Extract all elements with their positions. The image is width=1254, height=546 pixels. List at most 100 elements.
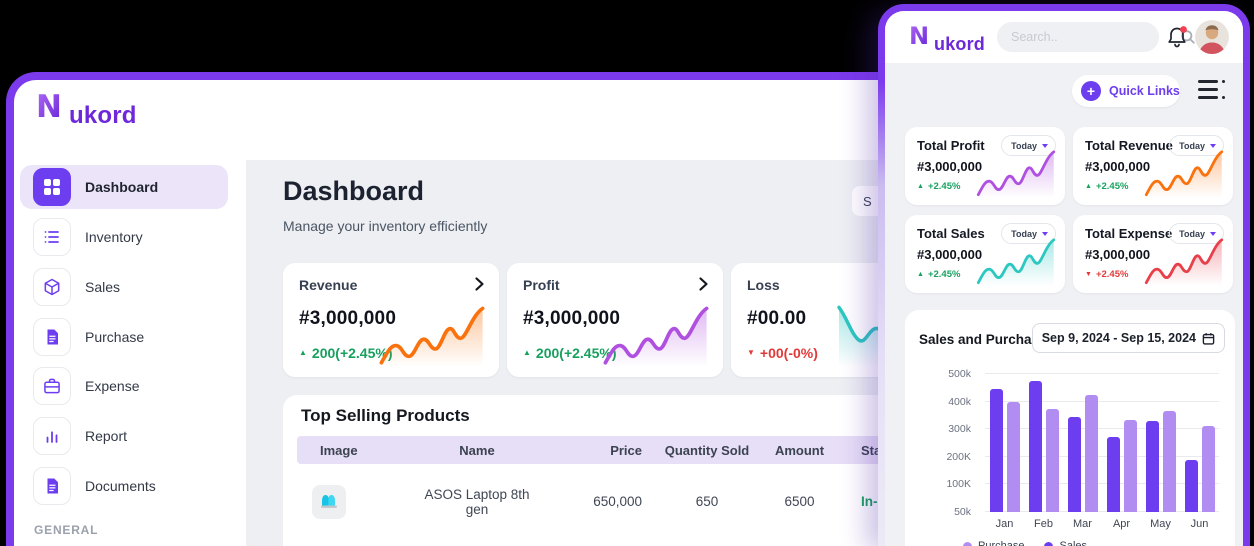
total-profit-card[interactable]: Total Profit Today #3,000,000 ▲ +2.45% (905, 127, 1065, 205)
card-delta: ▼ +00(-0%) (747, 345, 818, 361)
chevron-right-icon[interactable] (698, 276, 709, 297)
x-tick-label: May (1150, 518, 1171, 530)
period-dropdown[interactable]: Today (1001, 135, 1056, 156)
sidebar-item-label: Expense (85, 378, 140, 394)
user-avatar[interactable] (1195, 20, 1229, 54)
product-price: 650,000 (593, 494, 642, 509)
bar-purchase-mar[interactable] (1084, 394, 1098, 512)
total-revenue-card[interactable]: Total Revenue Today #3,000,000 ▲ +2.45% (1073, 127, 1233, 205)
triangle-up-icon: ▲ (917, 183, 924, 190)
notification-bell-icon[interactable] (1165, 25, 1189, 51)
card-value: #3,000,000 (917, 159, 983, 174)
sparkline (377, 301, 487, 367)
product-amount: 6500 (784, 494, 815, 509)
legend-label: Purchase (978, 540, 1025, 546)
x-tick-label: Feb (1034, 518, 1053, 530)
bar-sales-feb[interactable] (1028, 380, 1042, 512)
document-icon (33, 467, 71, 505)
menu-icon[interactable] (1198, 79, 1225, 101)
card-value: #3,000,000 (1085, 159, 1151, 174)
revenue-card[interactable]: Revenue #3,000,000 ▲ 200(+2.45%) (283, 263, 499, 377)
sidebar-item-report[interactable]: Report (20, 414, 228, 458)
bar-sales-jan[interactable] (989, 389, 1003, 512)
date-range-picker[interactable]: Sep 9, 2024 - Sep 15, 2024 (1031, 323, 1225, 353)
chart-legend: Purchase Sales (963, 540, 1087, 546)
bar-sales-apr[interactable] (1106, 437, 1120, 512)
column-name: Name (459, 442, 495, 458)
bar-purchase-apr[interactable] (1123, 419, 1137, 512)
nukord-logo: N ukord (909, 22, 985, 55)
page-title: Dashboard (283, 176, 425, 206)
bar-purchase-jun[interactable] (1201, 426, 1215, 512)
sidebar-item-documents[interactable]: Documents (20, 464, 228, 508)
bar-group: Feb (1024, 374, 1063, 530)
quick-links-button[interactable]: + Quick Links (1072, 75, 1180, 107)
sparkline (975, 234, 1057, 286)
bar-purchase-feb[interactable] (1045, 408, 1059, 512)
delta-text: 200(+2.45%) (535, 345, 617, 361)
sparkline (975, 146, 1057, 198)
period-label: Today (1179, 228, 1205, 239)
bar-purchase-may[interactable] (1162, 411, 1176, 512)
search-input[interactable] (997, 30, 1180, 44)
legend-dot (963, 541, 972, 546)
sidebar-item-label: Sales (85, 279, 121, 295)
card-value: #3,000,000 (917, 247, 983, 262)
card-delta: ▲ +2.45% (917, 181, 960, 192)
product-name: ASOS Laptop 8th gen (424, 486, 530, 517)
sidebar-section-general: GENERAL (34, 523, 99, 537)
sidebar-item-purchase[interactable]: Purchase (20, 315, 228, 359)
search-partial-text: S (863, 193, 872, 209)
document-icon (33, 318, 71, 356)
sidebar-item-label: Purchase (85, 329, 145, 345)
x-tick-label: Apr (1112, 518, 1131, 530)
cube-icon (33, 268, 71, 306)
y-tick-label: 50k (954, 506, 971, 518)
delta-text: 200(+2.45%) (311, 345, 393, 361)
triangle-down-icon: ▼ (1085, 271, 1092, 278)
sidebar-item-expense[interactable]: Expense (20, 364, 228, 408)
top-selling-title: Top Selling Products (301, 406, 470, 425)
sidebar-item-inventory[interactable]: Inventory (20, 215, 228, 259)
period-label: Today (1011, 140, 1037, 151)
briefcase-icon (33, 367, 71, 405)
sparkline (1143, 146, 1225, 198)
sidebar-item-sales[interactable]: Sales (20, 265, 228, 309)
svg-text:N: N (36, 89, 62, 123)
period-dropdown[interactable]: Today (1169, 223, 1224, 244)
bar-sales-jun[interactable] (1184, 459, 1198, 512)
profit-card[interactable]: Profit #3,000,000 ▲ 200(+2.45%) (507, 263, 723, 377)
product-quantity: 650 (695, 494, 719, 509)
card-delta: ▲ 200(+2.45%) (523, 345, 616, 361)
bar-purchase-jan[interactable] (1006, 401, 1020, 512)
card-delta: ▼ +2.45% (1085, 269, 1128, 280)
triangle-up-icon: ▲ (299, 348, 307, 357)
bar-sales-may[interactable] (1145, 420, 1159, 512)
chevron-down-icon (1042, 143, 1048, 148)
gridline (985, 373, 1219, 374)
total-sales-card[interactable]: Total Sales Today #3,000,000 ▲ +2.45% (905, 215, 1065, 293)
list-icon (33, 218, 71, 256)
period-label: Today (1179, 140, 1205, 151)
chevron-right-icon[interactable] (474, 276, 485, 297)
triangle-up-icon: ▲ (523, 348, 531, 357)
period-dropdown[interactable]: Today (1001, 223, 1056, 244)
card-label: Profit (523, 277, 560, 293)
bar-sales-mar[interactable] (1067, 416, 1081, 512)
total-expense-card[interactable]: Total Expense Today #3,000,000 ▼ +2.45% (1073, 215, 1233, 293)
card-value: #00.00 (747, 308, 807, 329)
plus-icon: + (1081, 81, 1101, 101)
bar-group: Jan (985, 374, 1024, 530)
table-row[interactable]: ASOS Laptop 8th gen 650,000 650 6500 In-… (297, 464, 913, 539)
legend-label: Sales (1059, 540, 1088, 546)
search-bar[interactable] (997, 22, 1195, 52)
sidebar-item-label: Dashboard (85, 179, 159, 195)
period-dropdown[interactable]: Today (1169, 135, 1224, 156)
date-range-text: Sep 9, 2024 - Sep 15, 2024 (1041, 331, 1196, 345)
sidebar-item-dashboard[interactable]: Dashboard (20, 165, 228, 209)
card-delta: ▲ +2.45% (917, 269, 960, 280)
x-tick-label: Jan (995, 518, 1014, 530)
card-value: #3,000,000 (1085, 247, 1151, 262)
laptop-image-icon (321, 494, 337, 508)
bar-group: Mar (1063, 374, 1102, 530)
